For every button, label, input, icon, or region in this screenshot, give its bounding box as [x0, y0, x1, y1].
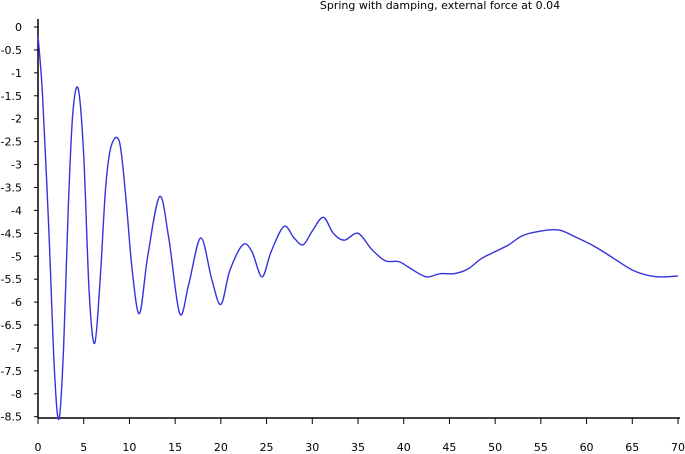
y-tick-label: -3: [11, 159, 22, 172]
x-tick-label: 70: [671, 441, 685, 454]
y-tick-label: -7.5: [1, 365, 22, 378]
plot-area: [37, 36, 679, 421]
x-tick-label: 65: [625, 441, 639, 454]
y-tick-label: -1: [11, 67, 22, 80]
series-line: [37, 36, 679, 421]
x-tick-label: 35: [351, 441, 365, 454]
x-tick-label: 15: [168, 441, 182, 454]
y-tick-label: -0.5: [1, 44, 22, 57]
x-tick-label: 55: [534, 441, 548, 454]
x-tick-label: 40: [397, 441, 411, 454]
y-tick-label: -6.5: [1, 319, 22, 332]
y-tick-label: 0: [15, 21, 22, 34]
y-tick-label: -5: [11, 250, 22, 263]
x-tick-label: 10: [122, 441, 136, 454]
y-axis: 0 -0.5 -1 -1.5 -2 -2.5 -3 -3.5 -4 -4.5 -5 -5.5 -6 -6.…: [1, 19, 39, 424]
x-tick-label: 30: [305, 441, 319, 454]
x-tick-label: 60: [580, 441, 594, 454]
y-tick-label: -3.5: [1, 181, 22, 194]
y-tick-label: -2: [11, 113, 22, 126]
x-tick-label: 25: [260, 441, 274, 454]
y-tick-label: -6: [11, 296, 22, 309]
y-tick-label: -4: [11, 204, 22, 217]
y-tick-label: -5.5: [1, 273, 22, 286]
y-tick-label: -4.5: [1, 227, 22, 240]
x-tick-label: 45: [442, 441, 456, 454]
y-tick-label: -7: [11, 342, 22, 355]
x-tick-label: 20: [214, 441, 228, 454]
x-tick-label: 0: [35, 441, 42, 454]
chart-title: Spring with damping, external force at 0…: [320, 0, 560, 12]
y-tick-label: -8.5: [1, 411, 22, 424]
y-tick-label: -8: [11, 388, 22, 401]
x-axis: 0 5 10 15 20 25 30 35 40 45 50 55 60 65 70: [35, 417, 685, 454]
y-tick-label: -2.5: [1, 136, 22, 149]
x-tick-label: 5: [80, 441, 87, 454]
x-tick-label: 50: [488, 441, 502, 454]
y-tick-label: -1.5: [1, 90, 22, 103]
